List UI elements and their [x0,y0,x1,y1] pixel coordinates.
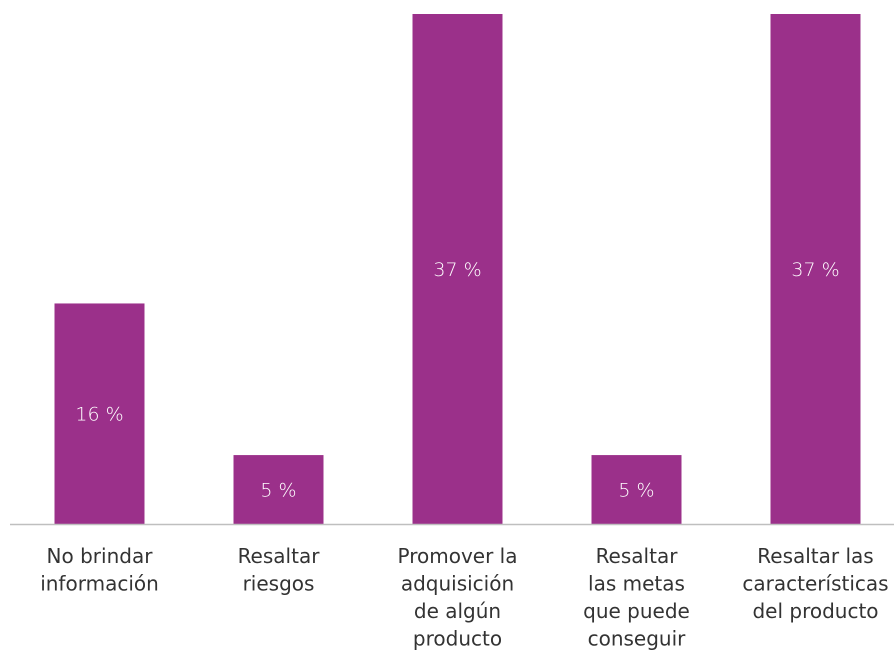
category-label-1: No brindar información [40,544,159,596]
data-label-5: 37 % [791,259,839,281]
bar-1 [54,303,145,524]
category-label-line: conseguir [588,627,687,651]
category-label-line: que puede [583,599,690,623]
category-label-line: Resaltar [238,544,321,568]
category-label-line: del producto [752,599,878,623]
category-label-line: Promover la [398,544,518,568]
bars-group: 16 % 5 % 37 % 5 % 37 % [54,14,861,524]
category-label-line: información [40,572,159,596]
category-label-line: riesgos [243,572,315,596]
category-label-line: de algún [414,599,501,623]
data-label-4: 5 % [618,480,654,502]
category-label-line: Resaltar las [757,544,873,568]
category-label-4: Resaltar las metas que puede conseguir [583,544,690,651]
category-label-line: características [742,572,888,596]
data-label-1: 16 % [75,404,123,426]
bar-3 [412,14,503,524]
bar-5 [770,14,861,524]
category-label-3: Promover la adquisición de algún producto [398,544,518,651]
category-labels-group: No brindar información Resaltar riesgos Prom… [40,544,888,651]
category-label-5: Resaltar las características del producto [742,544,888,623]
data-label-2: 5 % [260,480,296,502]
bar-4 [591,455,682,524]
category-label-line: las metas [588,572,685,596]
category-label-line: adquisición [401,572,514,596]
bar-2 [233,455,324,524]
category-label-line: Resaltar [596,544,679,568]
category-label-line: producto [413,627,502,651]
data-label-3: 37 % [433,259,481,281]
category-label-2: Resaltar riesgos [238,544,321,596]
category-label-line: No brindar [47,544,154,568]
